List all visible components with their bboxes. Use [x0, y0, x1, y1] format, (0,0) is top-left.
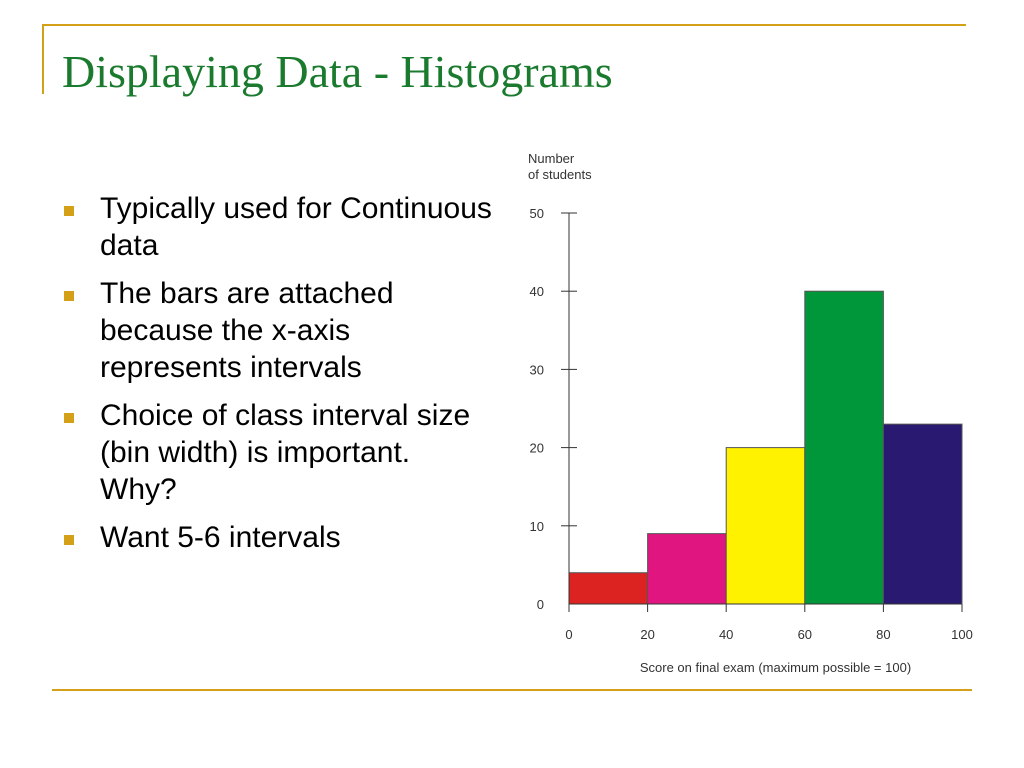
bullet-item-attached: The bars are attached because the x-axis…	[62, 275, 492, 386]
histogram-bar	[725, 447, 806, 605]
square-bullet-icon	[64, 206, 74, 216]
y-tick-label: 40	[530, 284, 544, 299]
y-tick-label: 30	[530, 362, 544, 377]
top-border-line	[42, 24, 966, 26]
y-tick-label: 10	[530, 519, 544, 534]
histogram-chart: Number of students 0 10 20 30 40 50 0 20 40 60 80 100…	[510, 140, 990, 685]
bullet-text: Typically used for Continuous data	[100, 192, 492, 262]
bottom-border-line	[52, 689, 972, 691]
x-tick-label: 20	[640, 627, 654, 642]
x-tick-label: 0	[565, 627, 572, 642]
slide-title: Displaying Data - Histograms	[62, 46, 613, 97]
x-axis-label: Score on final exam (maximum possible = …	[640, 660, 911, 675]
x-tick-label: 40	[719, 627, 733, 642]
y-axis-label: Number	[528, 151, 575, 166]
bullet-item-bin-width: Choice of class interval size (bin width…	[62, 397, 492, 508]
left-border-line	[42, 24, 44, 94]
square-bullet-icon	[64, 413, 74, 423]
bullet-text: The bars are attached because the x-axis…	[100, 277, 394, 384]
histogram-bar	[647, 533, 727, 605]
y-tick-label: 20	[530, 441, 544, 456]
bullet-text: Choice of class interval size (bin width…	[100, 399, 471, 506]
histogram-bar	[804, 290, 884, 605]
y-axis-label: of students	[528, 167, 592, 182]
x-tick-label: 60	[798, 627, 812, 642]
histogram-bar	[882, 423, 963, 605]
y-tick-label: 0	[537, 597, 544, 612]
bullet-list: Typically used for Continuous data The b…	[62, 190, 492, 567]
bullet-item-intervals: Want 5-6 intervals	[62, 519, 492, 556]
x-tick-label: 80	[876, 627, 890, 642]
square-bullet-icon	[64, 291, 74, 301]
bullet-item-continuous: Typically used for Continuous data	[62, 190, 492, 264]
histogram-bar	[568, 572, 649, 605]
square-bullet-icon	[64, 535, 74, 545]
x-tick-label: 100	[951, 627, 973, 642]
bullet-text: Want 5-6 intervals	[100, 521, 341, 554]
y-tick-label: 50	[530, 206, 544, 221]
